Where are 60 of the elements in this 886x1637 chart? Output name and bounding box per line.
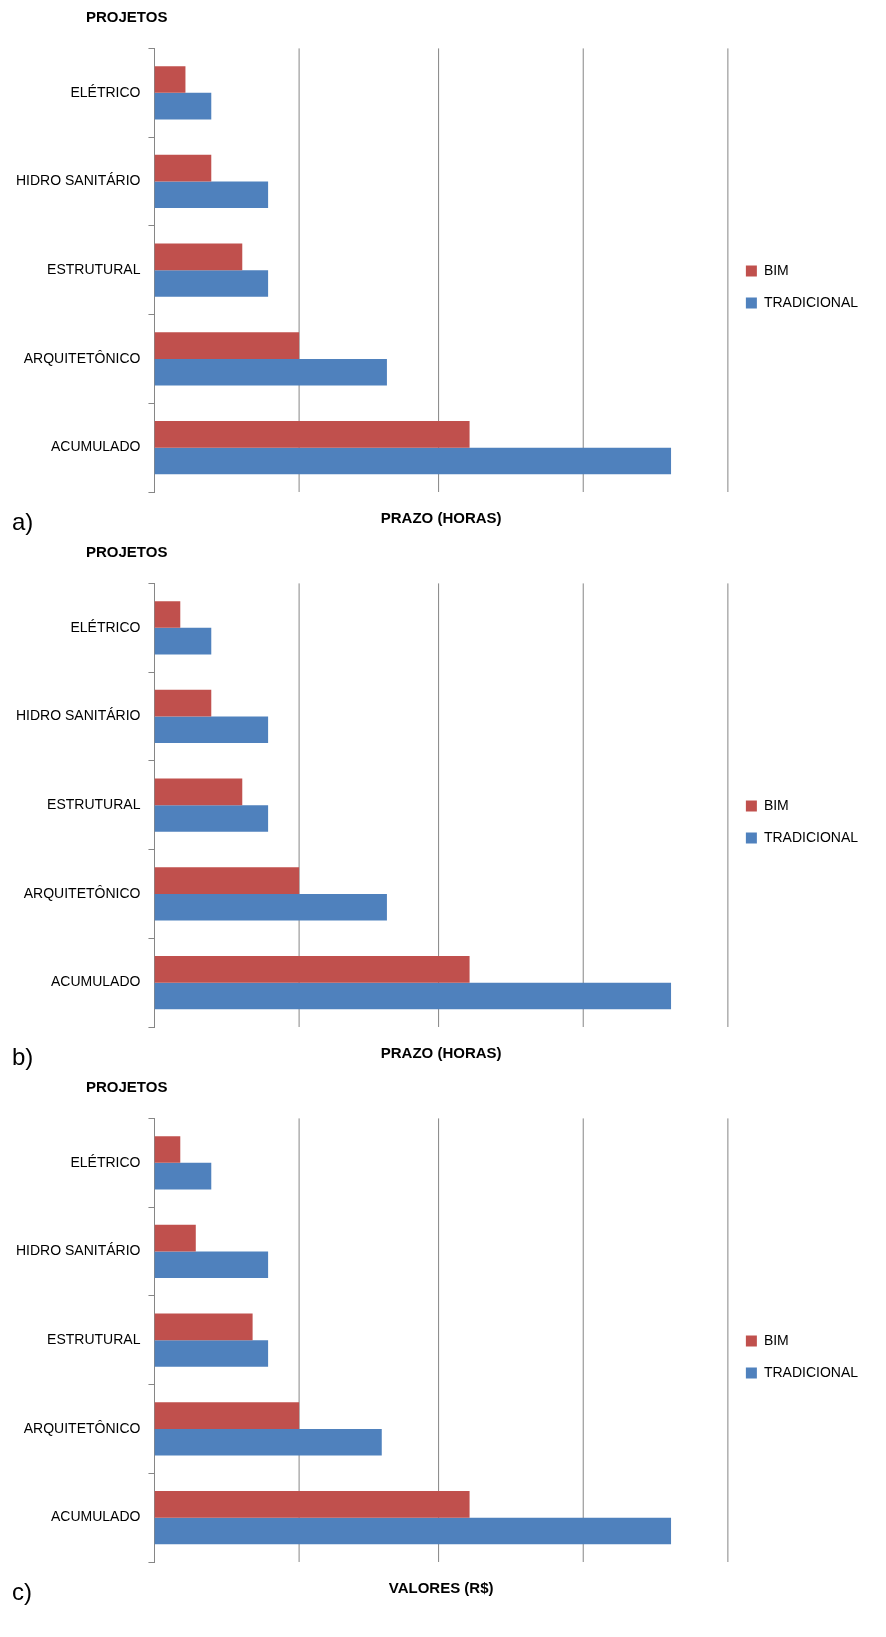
y-tick-label: ACUMULADO [50,1508,141,1525]
text: b) [12,1043,34,1071]
y-tick-label: HIDRO SANITÁRIO [15,172,141,189]
y-tick-label: ACUMULADO [50,438,141,455]
y-tick-label: HIDRO SANITÁRIO [15,707,141,724]
x-axis-title: VALORES (R$) [388,1579,494,1597]
y-tick-label: ESTRUTURAL [47,1331,141,1348]
bar [154,1136,181,1163]
bar [154,689,212,717]
bar [154,358,387,386]
y-tick-label: ESTRUTURAL [47,796,141,813]
y-tick-label: ELÉTRICO [70,1153,141,1170]
y-tick-label: ACUMULADO [50,973,141,990]
bar [154,627,212,655]
y-tick-label: ELÉTRICO [70,83,141,100]
bar [154,1224,196,1252]
bar [154,778,243,806]
x-axis-title: PRAZO (HORAS) [380,1044,502,1062]
y-tick-label: ESTRUTURAL [47,261,141,278]
legend-label: TRADICIONAL [763,828,859,845]
bar [154,1428,382,1456]
bar [154,270,269,297]
bar [154,1491,470,1518]
bar [154,92,212,120]
bar [154,867,300,894]
bar [154,447,672,475]
text: a) [12,508,34,536]
y-tick-label: ARQUITETÔNICO [23,1419,141,1436]
legend-label: BIM [763,261,789,278]
bar [154,332,300,359]
y-axis-title: PROJETOS [86,1078,168,1095]
legend-label: TRADICIONAL [763,1363,859,1380]
bar [154,716,269,744]
bar [154,1162,212,1190]
bar [154,181,269,209]
bar [154,421,470,448]
bar [154,154,212,182]
y-axis-title: PROJETOS [86,8,168,25]
y-axis-title: PROJETOS [86,543,168,560]
bar [154,243,243,271]
y-tick-label: ELÉTRICO [70,618,141,635]
legend-label: BIM [763,1331,789,1348]
text: c) [12,1578,32,1606]
bar [154,893,387,921]
bar [154,1340,269,1367]
bar [154,956,470,983]
bar [154,601,181,628]
bar [154,1251,269,1279]
legend-label: BIM [763,796,789,813]
x-axis-title: PRAZO (HORAS) [380,509,502,527]
bar [154,1402,300,1429]
legend-label: TRADICIONAL [763,293,859,310]
y-tick-label: ARQUITETÔNICO [23,884,141,901]
bar [154,66,186,93]
bar [154,805,269,832]
y-tick-label: HIDRO SANITÁRIO [15,1242,141,1259]
y-tick-label: ARQUITETÔNICO [23,349,141,366]
bar [154,1313,253,1341]
bar [154,982,672,1010]
bar [154,1517,672,1545]
